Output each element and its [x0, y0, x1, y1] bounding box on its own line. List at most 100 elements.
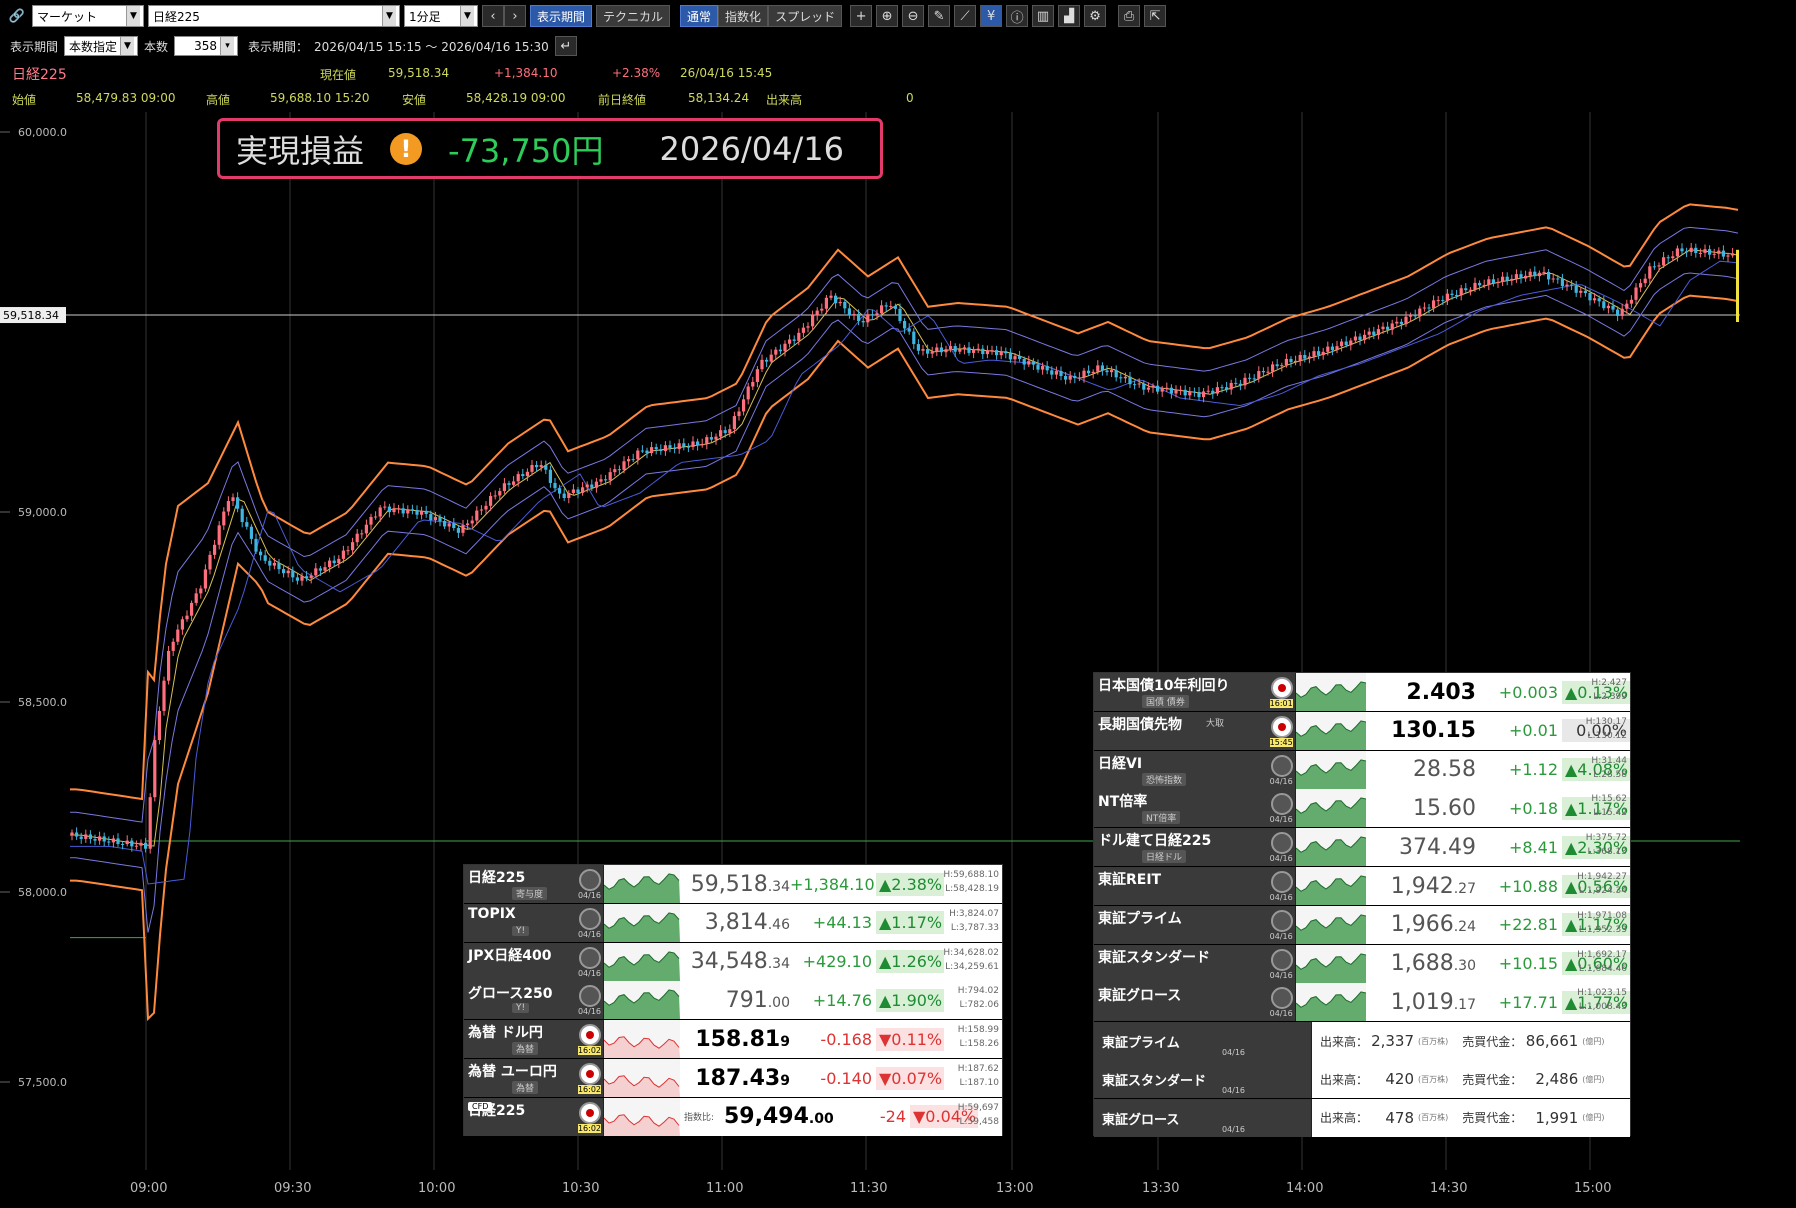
display-period-button[interactable]: 表示期間 [530, 5, 593, 27]
market-sub-button[interactable]: 日経ドル [1142, 850, 1187, 864]
candle-body [1574, 285, 1578, 293]
candle-body [1353, 336, 1357, 341]
market-sub-button[interactable]: 国債 債券 [1142, 695, 1189, 708]
market-sub-button[interactable]: 寄与度 [512, 887, 548, 900]
reset-range-icon[interactable]: ↵ [554, 36, 577, 56]
count-stepper[interactable]: 358 ▾ [174, 36, 239, 56]
market-price: 2.403 [1366, 680, 1476, 705]
market-values-cell: 130.15 +0.01 0.00% H:130.17 L:130.12 [1366, 711, 1630, 750]
candle-body [1243, 377, 1247, 386]
market-flag-icon [1270, 715, 1293, 738]
bar-chart-icon[interactable]: ▥ [1032, 5, 1055, 27]
candle-body [1326, 346, 1330, 352]
market-row[interactable]: 日経225 CFD 16:02 指数比: 59,494.00 -24 ▼0.04% H:59,… [464, 1097, 1002, 1136]
market-sub-button[interactable]: Y! [512, 1003, 530, 1014]
candle-body [686, 446, 690, 448]
sparkline [604, 865, 680, 903]
info-icon[interactable]: ⓘ [1006, 5, 1029, 27]
market-sub-button[interactable]: Y! [512, 925, 530, 936]
candle-body [1436, 300, 1440, 302]
market-row[interactable]: グロース250 Y! 04/16 791.00 +14.76 ▲1.90% H:794.02… [464, 981, 1002, 1020]
candle-body [337, 558, 341, 564]
crosshair-icon[interactable]: + [850, 5, 873, 27]
spread-button[interactable]: スプレッド [768, 5, 843, 27]
market-date: 16:01 [1269, 699, 1293, 708]
market-row[interactable]: 日本国債10年利回り 国債 債券 16:01 2.403 +0.003 ▲0.13% H:2… [1094, 673, 1630, 711]
market-flag-icon [579, 1101, 601, 1124]
candle-body [1468, 289, 1472, 291]
index-button[interactable]: 指数化 [718, 5, 769, 27]
candle-body [571, 489, 575, 493]
market-row[interactable]: 東証プライム 04/16 1,966.24 +22.81 ▲1.17% H:1,971.0… [1094, 905, 1630, 944]
market-sub-button[interactable]: 恐怖指数 [1142, 772, 1187, 786]
market-high-low: H:2.427 L:2.399 [1591, 676, 1627, 704]
zoom-in-icon[interactable]: ⊕ [876, 5, 899, 27]
yen-icon[interactable]: ¥ [980, 5, 1003, 27]
candle-body [190, 602, 194, 616]
candle-body [213, 544, 217, 555]
market-row[interactable]: 日経225 寄与度 04/16 59,518.34 +1,384.10 ▲2.38% H:5… [464, 865, 1002, 903]
market-sparkline-cell [604, 903, 680, 942]
market-row[interactable]: 長期国債先物 大取 15:45 130.15 +0.01 0.00% H:130.17 L:1… [1094, 711, 1630, 750]
technical-button[interactable]: テクニカル [596, 5, 671, 27]
volume-values-cell: 出来高： 2,337 (百万株) 売買代金： 86,661 (億円) [1312, 1022, 1630, 1060]
candle-body [617, 469, 621, 471]
candle-body [1284, 358, 1288, 366]
market-row[interactable]: 東証グロース 04/16 1,019.17 +17.71 ▲1.77% H:1,023.1… [1094, 983, 1630, 1022]
candle-body [387, 506, 391, 513]
stepper-icon[interactable]: ▾ [220, 37, 235, 55]
market-price: 158.819 [680, 1027, 790, 1052]
symbol-select[interactable]: 日経225 ▼ [148, 5, 400, 27]
pnl-amount: -73,750円 [448, 131, 604, 170]
candle-body [820, 308, 824, 311]
market-name: ドル建て日経225 [1098, 833, 1212, 850]
candle-body [282, 569, 286, 574]
market-name: 東証プライム [1098, 910, 1182, 927]
market-row[interactable]: 為替 ドル円 為替 16:02 158.819 -0.168 ▼0.11% H:158.99… [464, 1020, 1002, 1059]
market-values-cell: 指数比: 59,494.00 -24 ▼0.04% H:59,697 L:59,458 [680, 1097, 1002, 1136]
candle-body [650, 447, 654, 454]
market-sub-button[interactable]: 為替 [512, 1081, 539, 1094]
market-row[interactable]: JPX日経400 04/16 34,548.34 +429.10 ▲1.26% H:34,… [464, 942, 1002, 981]
period-mode-select[interactable]: 本数指定 ▼ [64, 36, 139, 56]
market-row[interactable]: 為替 ユーロ円 為替 16:02 187.439 -0.140 ▼0.07% H:187.6… [464, 1059, 1002, 1097]
interval-select[interactable]: 1分足 ▼ [404, 5, 478, 27]
zoom-out-icon[interactable]: ⊖ [902, 5, 925, 27]
settings-wrench-icon[interactable]: ⚙ [1084, 5, 1107, 27]
next-arrow-icon[interactable]: › [504, 5, 526, 27]
market-row[interactable]: 東証スタンダード 04/16 1,688.30 +10.15 ▲0.60% H:1,692… [1094, 944, 1630, 983]
market-row[interactable]: ドル建て日経225 日経ドル 04/16 374.49 +8.41 ▲2.30% H:375… [1094, 828, 1630, 867]
last-bar-marker [1736, 249, 1739, 322]
export-icon[interactable]: ⇱ [1144, 5, 1167, 27]
candle-body [599, 479, 603, 482]
candle-body [1363, 334, 1367, 341]
market-sub-button[interactable]: NT倍率 [1142, 811, 1181, 825]
market-sparkline-cell [604, 1097, 680, 1136]
pencil-icon[interactable]: ✎ [928, 5, 951, 27]
market-row[interactable]: TOPIX Y! 04/16 3,814.46 +44.13 ▲1.17% H:3,824.… [464, 903, 1002, 942]
trend-line-icon[interactable]: ⟋ [954, 5, 977, 27]
market-row[interactable]: 東証REIT 04/16 1,942.27 +10.88 ▲0.56% H:1,942.2… [1094, 867, 1630, 905]
market-select[interactable]: マーケット ▼ [32, 5, 144, 27]
area-chart-icon[interactable]: ▟ [1058, 5, 1081, 27]
market-high-low: H:34,628.02 L:34,259.61 [943, 946, 999, 974]
right-market-board: 日本国債10年利回り 国債 債券 16:01 2.403 +0.003 ▲0.13% H:2… [1093, 672, 1631, 1137]
market-values-cell: 158.819 -0.168 ▼0.11% H:158.99 L:158.26 [680, 1020, 1002, 1059]
prev-arrow-icon[interactable]: ‹ [482, 5, 504, 27]
market-date: 04/16 [1269, 854, 1293, 864]
candlestick-chart[interactable]: 60,000.0 59,000.0 58,500.0 58,000.0 57,500.0… [0, 110, 1796, 1208]
market-row[interactable]: 日経VI 恐怖指数 04/16 28.58 +1.12 ▲4.08% H:31.44 L:28… [1094, 750, 1630, 789]
candle-body [590, 484, 594, 488]
candle-body [1514, 274, 1518, 279]
candle-body [797, 332, 801, 341]
normal-button[interactable]: 通常 [680, 5, 719, 27]
candle-body [1229, 382, 1233, 390]
market-sub-button[interactable]: 為替 [512, 1042, 539, 1056]
market-values-cell: 59,518.34 +1,384.10 ▲2.38% H:59,688.10 L:58,… [680, 865, 1002, 903]
candle-body [1524, 275, 1528, 279]
market-row[interactable]: NT倍率 NT倍率 04/16 15.60 +0.18 ▲1.17% H:15.62 L:15… [1094, 789, 1630, 828]
print-icon[interactable]: ⎙ [1118, 5, 1141, 27]
market-row-name-cell: 東証プライム 04/16 [1094, 905, 1296, 944]
link-icon[interactable]: 🔗 [8, 8, 26, 24]
candle-body [1501, 276, 1505, 282]
